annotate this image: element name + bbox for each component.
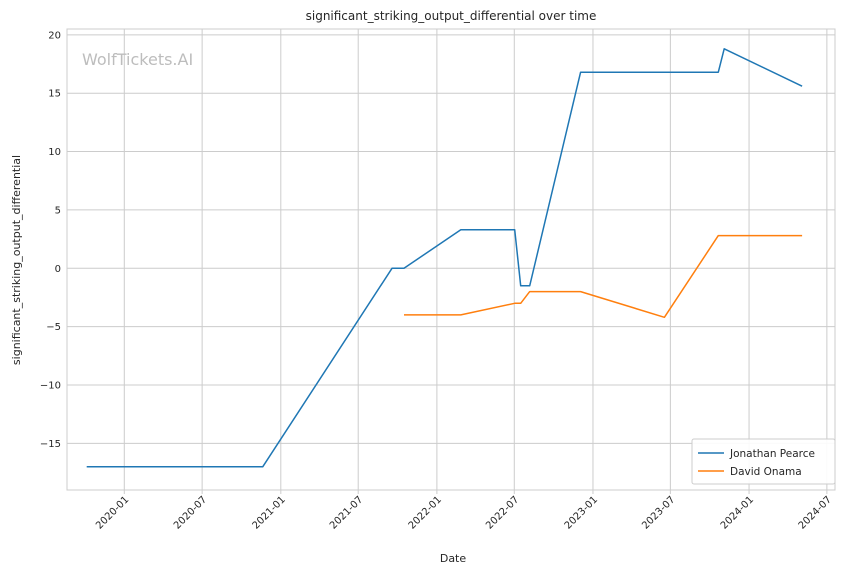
- plot-area-frame: [66, 28, 836, 491]
- legend-label-jonathan-pearce: Jonathan Pearce: [729, 448, 815, 460]
- y-tick-label: 10: [48, 147, 61, 158]
- y-tick-label: −5: [46, 322, 61, 333]
- legend-label-david-onama: David Onama: [730, 466, 802, 478]
- y-tick-label: 15: [48, 89, 61, 100]
- y-tick-label: −10: [40, 380, 61, 391]
- legend-box: [691, 438, 836, 485]
- chart-title: significant_striking_output_differential…: [306, 9, 597, 23]
- y-tick-label: 20: [48, 30, 61, 41]
- y-tick-label: −15: [40, 439, 61, 450]
- x-axis-label: Date: [440, 552, 467, 565]
- chart-legend: Jonathan Pearce David Onama: [691, 438, 836, 485]
- y-axis-label: significant_striking_output_differential: [10, 155, 23, 365]
- series-line-david-onama: [404, 234, 803, 319]
- series-line-jonathan-pearce: [86, 48, 803, 468]
- y-tick-label: 5: [55, 205, 61, 216]
- y-tick-label: 0: [55, 264, 61, 275]
- y-axis-ticks: 20 15 10 5 0 −5 −10 −15: [40, 30, 61, 449]
- grid-lines: [67, 29, 835, 490]
- watermark-text: WolfTickets.AI: [82, 50, 193, 69]
- series-lines: [86, 48, 803, 468]
